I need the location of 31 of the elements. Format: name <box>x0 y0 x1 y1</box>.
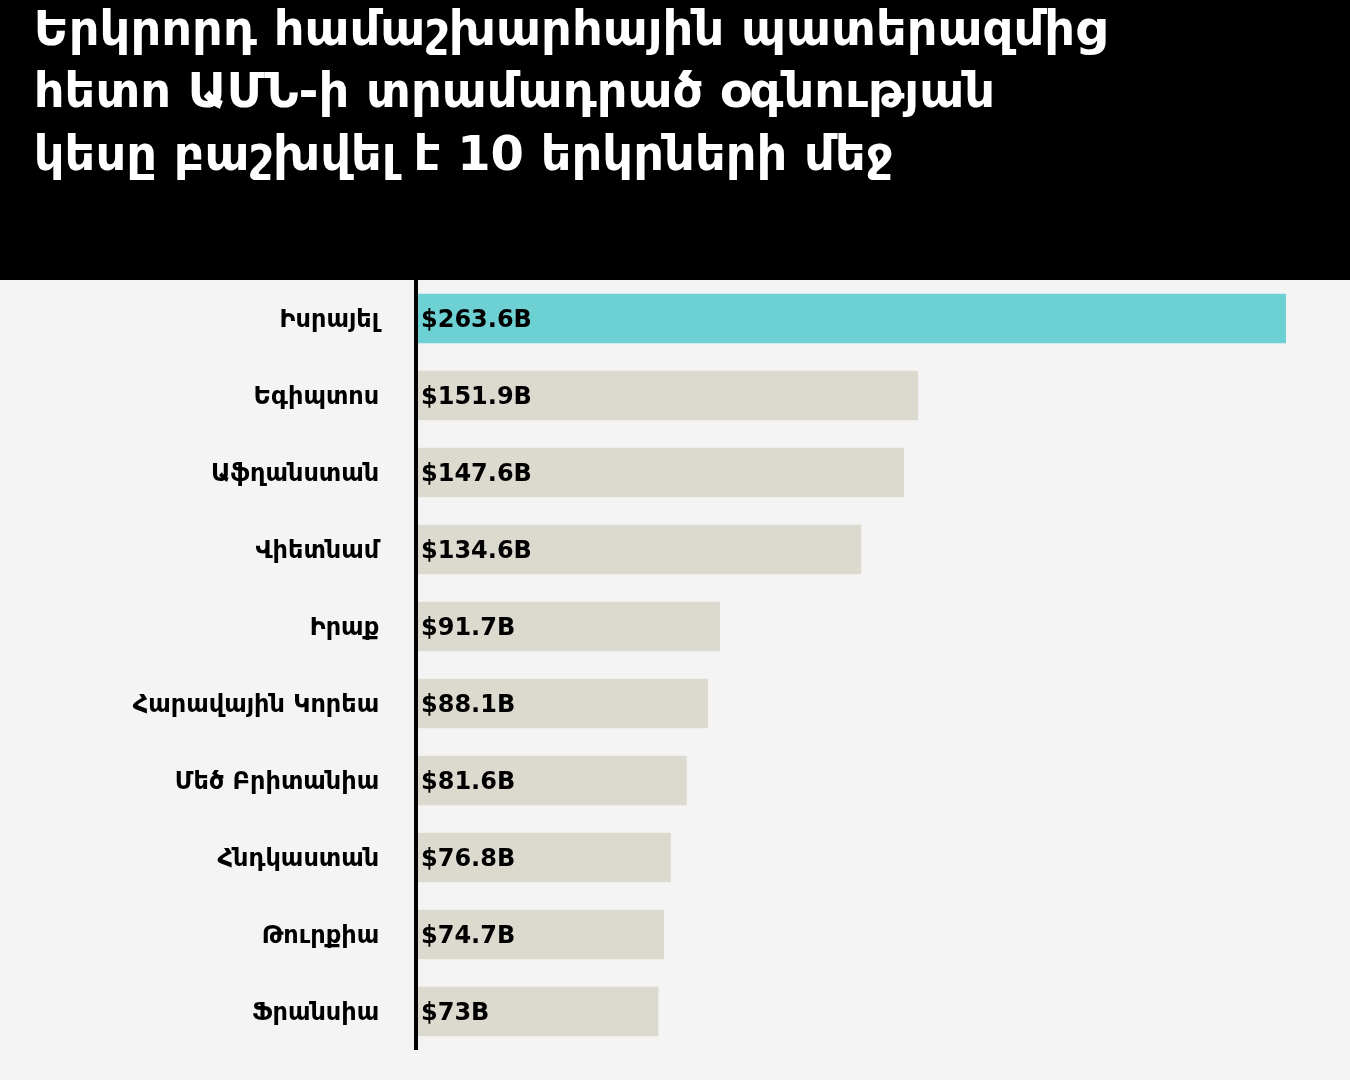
bar <box>418 832 671 883</box>
bar <box>418 986 659 1037</box>
y-tick-label: Թուրքիա <box>261 920 380 949</box>
bar <box>418 447 905 498</box>
data-label: $74.7B <box>421 920 516 949</box>
y-tick-label: Իրաք <box>309 612 380 641</box>
y-tick-label: Մեծ Բրիտանիա <box>174 766 380 795</box>
data-label: $134.6B <box>421 535 532 564</box>
bar <box>418 370 919 421</box>
data-label: $76.8B <box>421 843 516 872</box>
bar <box>418 601 720 652</box>
y-tick-label: Իսրայել <box>279 304 382 333</box>
data-label: $73B <box>421 997 490 1026</box>
data-label: $147.6B <box>421 458 532 487</box>
y-tick-label: Վիետնամ <box>255 535 381 564</box>
bar <box>418 524 862 575</box>
data-label: $263.6B <box>421 304 532 333</box>
y-tick-label: Հարավային Կորեա <box>132 689 380 718</box>
bar <box>418 293 1286 344</box>
chart-title: Երկրորդ համաշխարհային պատերազմից հետո ԱՄՆ-ի տրամադրած օգնության կեսը բաշխվել է 10 երկրների մեջ <box>33 0 1107 181</box>
bar <box>418 909 664 960</box>
y-tick-label: Հնդկաստան <box>217 843 380 872</box>
data-label: $151.9B <box>421 381 532 410</box>
bar <box>418 755 687 806</box>
data-label: $81.6B <box>421 766 516 795</box>
bar <box>418 678 709 729</box>
y-tick-label: Ֆրանսիա <box>251 997 380 1026</box>
y-tick-label: Եգիպտոս <box>253 381 380 410</box>
y-tick-label: Աֆղանստան <box>211 458 380 487</box>
data-label: $91.7B <box>421 612 516 641</box>
data-label: $88.1B <box>421 689 516 718</box>
